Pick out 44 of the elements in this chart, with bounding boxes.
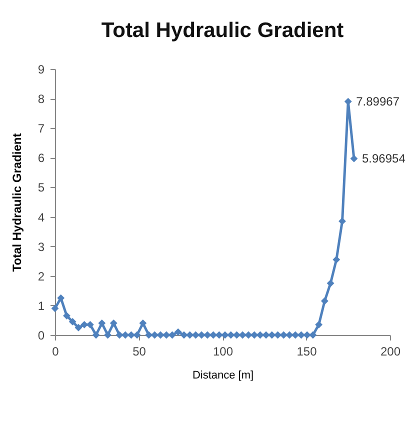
y-axis-title: Total Hydraulic Gradient: [10, 133, 24, 272]
y-tick-label: 7: [38, 122, 45, 136]
point: [156, 331, 164, 339]
point: [350, 154, 358, 162]
y-tick-label: 6: [38, 151, 45, 166]
x-tick-label: 100: [212, 344, 234, 358]
chart-title: Total Hydraulic Gradient: [101, 19, 344, 42]
y-tick-label: 9: [38, 62, 45, 76]
y-tick-label: 5: [38, 180, 45, 195]
y-tick-label: 0: [38, 328, 45, 342]
x-tick-label: 0: [52, 344, 60, 358]
x-axis-title: Distance [m]: [192, 370, 254, 382]
point: [116, 331, 124, 339]
point: [98, 319, 106, 327]
point: [68, 318, 76, 326]
y-tick-label: 8: [38, 92, 45, 106]
point: [338, 218, 346, 225]
data-label: 7.89967: [356, 94, 400, 109]
x-tick-label: 50: [132, 344, 146, 358]
point: [326, 280, 334, 287]
point: [74, 324, 82, 332]
point: [110, 319, 118, 327]
point: [320, 297, 328, 305]
point: [286, 331, 294, 339]
point: [262, 331, 270, 339]
y-tick-label: 1: [38, 298, 45, 313]
y-tick-label: 3: [38, 240, 45, 254]
y-tick-label: 4: [38, 210, 45, 224]
point: [244, 331, 252, 339]
point: [332, 256, 340, 264]
point: [221, 331, 229, 339]
point: [174, 328, 182, 336]
point: [92, 331, 100, 339]
point: [315, 320, 323, 328]
point: [51, 304, 59, 312]
x-tick-label: 150: [296, 344, 318, 358]
point: [309, 331, 317, 339]
y-tick-label: 2: [38, 269, 45, 284]
data-label: 5.96954: [362, 152, 406, 166]
point: [57, 294, 65, 302]
x-tick-label: 200: [380, 344, 401, 358]
point: [63, 312, 70, 320]
point: [139, 319, 147, 327]
point: [180, 331, 188, 339]
